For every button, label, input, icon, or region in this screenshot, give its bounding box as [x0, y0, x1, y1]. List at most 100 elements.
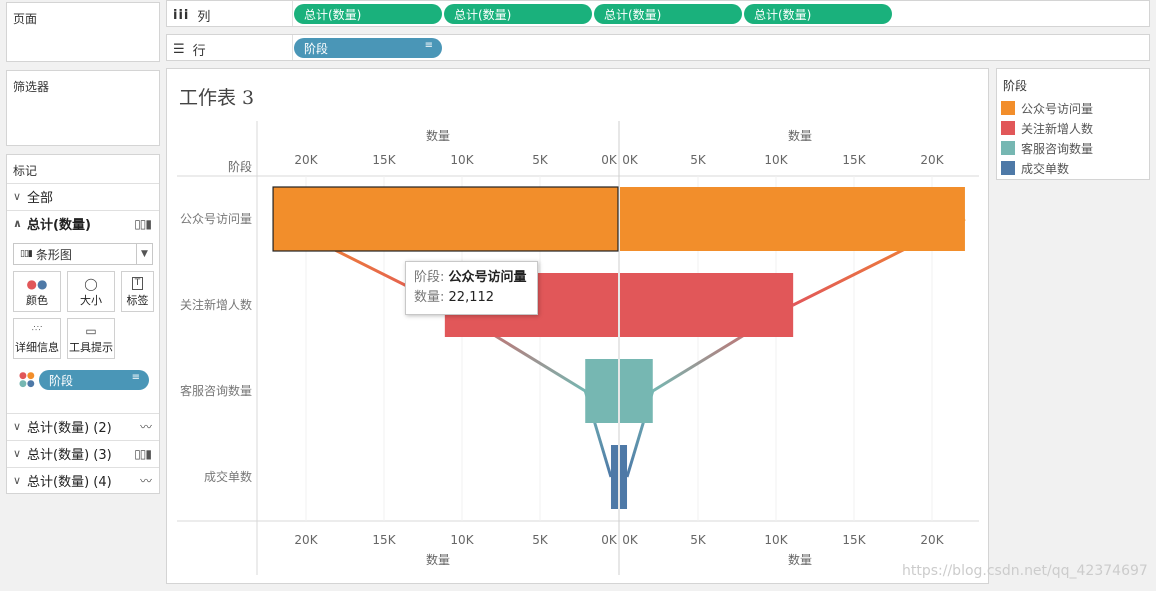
left-tick-label: 20K [294, 533, 318, 547]
left-tick-label: 15K [372, 153, 396, 167]
left-tick-label: 5K [532, 533, 549, 547]
detail-dots-icon: ∴∵ [31, 324, 43, 333]
category-label: 公众号访问量 [180, 212, 252, 226]
bar-right [620, 187, 965, 251]
chevron-down-icon: ∨ [13, 190, 22, 203]
marks-measure-row[interactable]: ∧ 总计(数量) ▯▯▮ [7, 210, 159, 236]
columns-icon: iii [173, 8, 190, 23]
size-icon: ◯ [84, 277, 98, 291]
watermark: https://blog.csdn.net/qq_42374697 [902, 563, 1148, 579]
rows-shelf[interactable]: ☰ 行 阶段 ≡ [166, 34, 1150, 61]
marks-row-4[interactable]: ∨ 总计(数量) (4) 〰 [7, 467, 159, 493]
filters-title: 筛选器 [13, 80, 50, 94]
left-axis-title-bottom: 数量 [426, 552, 450, 567]
chevron-up-icon: ∧ [13, 217, 22, 230]
legend-swatch [1001, 141, 1015, 155]
tooltip-button[interactable]: ▭ 工具提示 [67, 318, 115, 359]
tooltip-measure-value: 22,112 [448, 290, 495, 305]
left-tick-label: 5K [532, 153, 549, 167]
bar-chart-icon: ▯▯▮ [134, 216, 152, 231]
sort-icon: ≡ [131, 372, 140, 383]
rows-label-text: 行 [192, 44, 206, 59]
right-tick-label: 20K [920, 533, 944, 547]
columns-label-text: 列 [197, 10, 211, 25]
stage-color-pill[interactable]: 阶段 ≡ [39, 370, 149, 390]
column-pill-1-label: 总计(数量) [304, 7, 362, 22]
color-legend: 阶段 公众号访问量 关注新增人数 客服咨询数量 成交单数 [996, 68, 1150, 180]
marks-all-label: 全部 [27, 191, 54, 206]
label-button-label: 标签 [126, 294, 149, 307]
color-dots-icon: ●● [26, 277, 48, 291]
legend-item-label: 关注新增人数 [1021, 121, 1094, 136]
bar-chart-icon: ▯▯▮ [20, 249, 33, 259]
sort-icon: ≡ [424, 40, 433, 51]
chevron-down-icon: ∨ [13, 474, 22, 487]
column-pill-1[interactable]: 总计(数量) [294, 4, 442, 24]
left-tick-label: 10K [450, 153, 474, 167]
right-tick-label: 15K [842, 153, 866, 167]
right-tick-label: 10K [764, 153, 788, 167]
marks-row-3-label: 总计(数量) (3) [27, 448, 112, 463]
size-button-label: 大小 [80, 294, 102, 307]
marks-row-2-label: 总计(数量) (2) [27, 421, 112, 436]
pages-panel[interactable]: 页面 [6, 2, 160, 62]
legend-swatch [1001, 121, 1015, 135]
tooltip-field-value: 公众号访问量 [448, 270, 527, 285]
color-button[interactable]: ●● 颜色 [13, 271, 61, 312]
chevron-down-icon: ∨ [13, 447, 22, 460]
detail-button-label: 详细信息 [15, 341, 59, 354]
marks-panel: 标记 ∨ 全部 ∧ 总计(数量) ▯▯▮ ▯▯▮ 条形图 ▼ ●● 颜色 ◯ 大… [6, 154, 160, 494]
right-axis-title-bottom: 数量 [788, 552, 812, 567]
category-label: 关注新增人数 [180, 297, 252, 312]
column-pill-3[interactable]: 总计(数量) [594, 4, 742, 24]
detail-button[interactable]: ∴∵ 详细信息 [13, 318, 61, 359]
worksheet-view: 工作表 3 阶段 公众号访问量 关注新增人数 客服咨询数量 成交单数 数量 数量 数量 数量 20… [166, 68, 989, 584]
right-tick-label: 15K [842, 533, 866, 547]
marks-all-row[interactable]: ∨ 全部 [7, 183, 159, 209]
left-tick-label: 0K [601, 153, 618, 167]
row-pill-label: 阶段 [304, 41, 329, 56]
bar-left [272, 186, 619, 252]
legend-item-label: 公众号访问量 [1021, 101, 1094, 116]
left-tick-label: 10K [450, 533, 474, 547]
legend-item[interactable]: 成交单数 [997, 158, 1149, 178]
right-tick-label: 5K [690, 533, 707, 547]
columns-shelf[interactable]: iii 列 总计(数量) 总计(数量) 总计(数量) 总计(数量) [166, 0, 1150, 27]
line-chart-icon: 〰 [139, 474, 152, 488]
text-label-icon: T [131, 277, 144, 290]
shelf-divider [292, 1, 293, 26]
shelf-divider [292, 35, 293, 60]
bar-right [620, 445, 628, 509]
chevron-down-icon: ▼ [136, 244, 152, 264]
label-button[interactable]: T 标签 [121, 271, 154, 312]
legend-item[interactable]: 公众号访问量 [997, 98, 1149, 118]
columns-shelf-label: iii 列 [173, 6, 210, 25]
column-pill-2[interactable]: 总计(数量) [444, 4, 592, 24]
mark-type-value: 条形图 [35, 247, 72, 262]
filters-panel[interactable]: 筛选器 [6, 70, 160, 146]
legend-item[interactable]: 关注新增人数 [997, 118, 1149, 138]
size-button[interactable]: ◯ 大小 [67, 271, 115, 312]
marks-row-2[interactable]: ∨ 总计(数量) (2) 〰 [7, 413, 159, 439]
left-tick-label: 20K [294, 153, 318, 167]
column-pill-4[interactable]: 总计(数量) [744, 4, 892, 24]
tooltip-field-row: 阶段: 公众号访问量 [414, 268, 529, 288]
color-button-label: 颜色 [26, 294, 48, 307]
legend-item-label: 成交单数 [1021, 161, 1070, 176]
right-tick-label: 0K [622, 533, 639, 547]
right-tick-label: 20K [920, 153, 944, 167]
tooltip-field-label: 阶段: [414, 270, 445, 285]
marks-title: 标记 [13, 164, 38, 178]
tooltip-button-label: 工具提示 [69, 341, 113, 354]
right-tick-label: 5K [690, 153, 707, 167]
legend-title: 阶段 [1003, 79, 1028, 93]
right-tick-label: 10K [764, 533, 788, 547]
legend-item[interactable]: 客服咨询数量 [997, 138, 1149, 158]
legend-item-label: 客服咨询数量 [1021, 141, 1094, 156]
marks-row-3[interactable]: ∨ 总计(数量) (3) ▯▯▮ [7, 440, 159, 466]
row-pill-stage[interactable]: 阶段 ≡ [294, 38, 442, 58]
sheet-title: 工作表 3 [179, 87, 255, 109]
mark-type-select[interactable]: ▯▯▮ 条形图 ▼ [13, 243, 153, 265]
chevron-down-icon: ∨ [13, 420, 22, 433]
